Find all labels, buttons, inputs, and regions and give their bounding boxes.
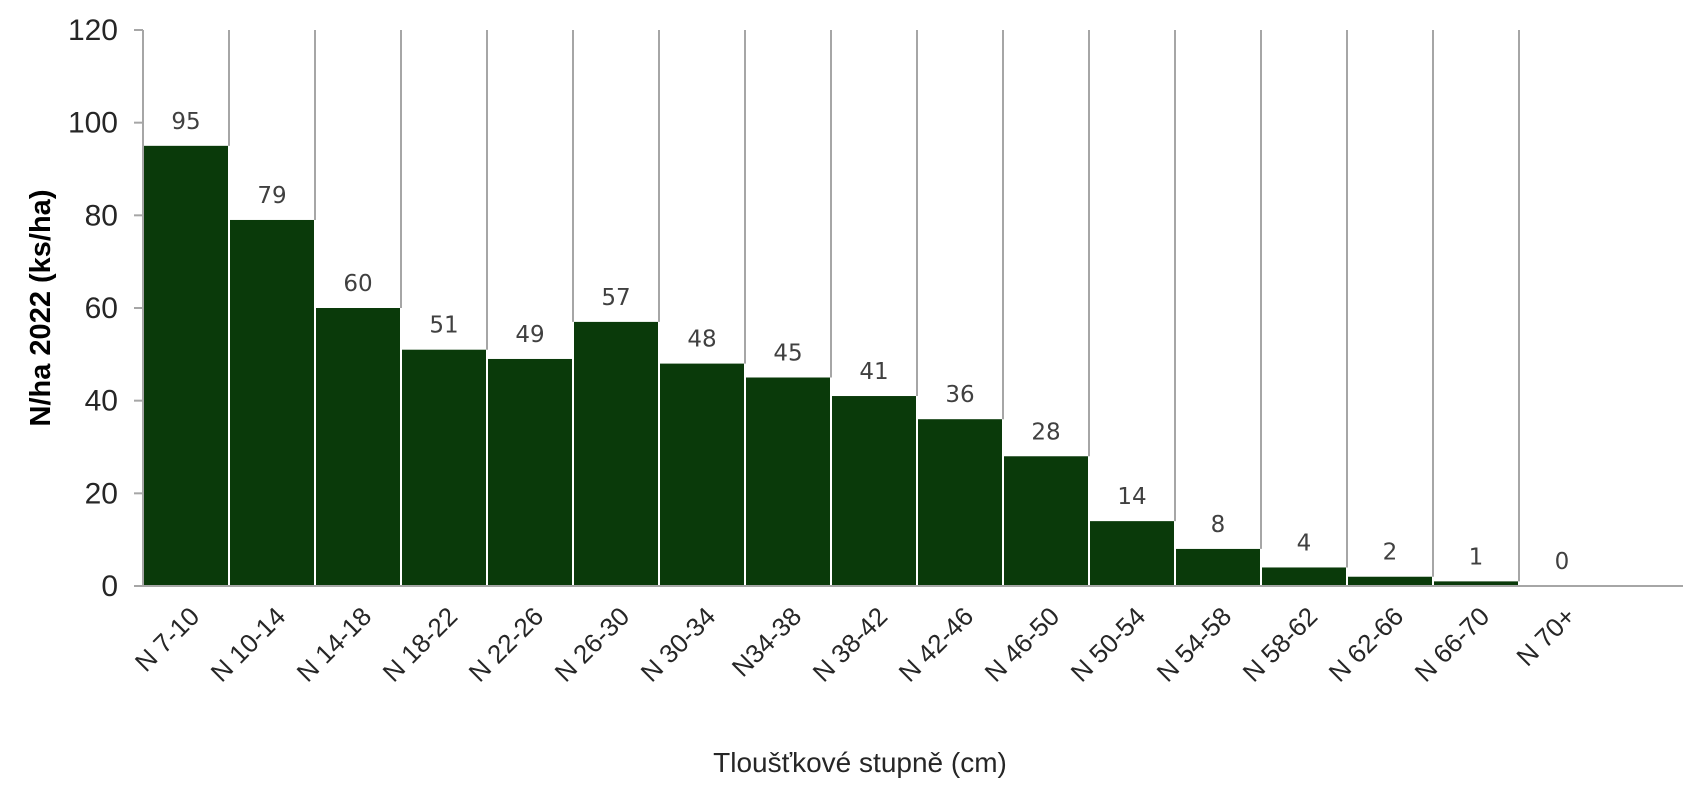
data-label: 60	[343, 271, 372, 297]
y-axis-title: N/ha 2022 (ks/ha)	[25, 190, 57, 427]
y-tick-label: 80	[85, 199, 118, 232]
x-tick-label: N 66-70	[1409, 601, 1496, 688]
bar	[144, 145, 228, 587]
y-tick-label: 20	[85, 477, 118, 510]
data-label: 95	[171, 109, 200, 135]
bar	[660, 363, 744, 586]
x-axis-title: Tloušťkové stupně (cm)	[713, 747, 1007, 778]
y-tick-label: 60	[85, 292, 118, 325]
x-axis: N 7-10 N 10-14 N 14-18 N 18-22 N 22-26 N 26-3…	[129, 585, 1683, 688]
data-label: 79	[257, 183, 286, 209]
data-label: 49	[515, 322, 544, 348]
y-tick-label: 0	[101, 570, 118, 603]
x-tick-label: N 42-46	[893, 601, 980, 688]
data-label: 0	[1555, 549, 1570, 575]
bar	[230, 219, 314, 586]
bars	[144, 145, 1518, 587]
x-tick-label: N 46-50	[979, 601, 1066, 688]
data-label: 48	[687, 327, 716, 353]
data-label: 28	[1031, 419, 1060, 445]
y-tick-label: 100	[68, 107, 118, 140]
data-label: 57	[601, 285, 630, 311]
data-label: 14	[1117, 484, 1146, 510]
data-label: 45	[773, 341, 802, 367]
bar	[832, 396, 916, 586]
data-label: 1	[1469, 544, 1484, 570]
y-axis: 0 20 40 60 80 100 120	[68, 14, 144, 603]
x-tick-label: N 38-42	[807, 601, 894, 688]
data-label: 41	[859, 359, 888, 385]
data-label: 4	[1297, 530, 1312, 556]
x-tick-label: N 62-66	[1323, 601, 1410, 688]
bar	[316, 308, 400, 586]
y-tick-label: 40	[85, 385, 118, 418]
x-tick-label: N 10-14	[205, 601, 292, 688]
bar	[574, 321, 658, 586]
x-tick-label: N 18-22	[377, 601, 464, 688]
data-labels: 95 79 60 51 49 57 48 45 41 36 28 14 8 4 2 1 0	[171, 109, 1569, 575]
x-tick-label: N 7-10	[129, 601, 205, 677]
y-tick-label: 120	[68, 14, 118, 47]
x-tick-label: N 22-26	[463, 601, 550, 688]
bar	[488, 358, 572, 586]
bar	[918, 419, 1002, 586]
x-tick-label: N 14-18	[291, 601, 378, 688]
bar	[402, 349, 486, 586]
bar	[1434, 581, 1518, 586]
data-label: 51	[429, 313, 458, 339]
x-tick-label: N 50-54	[1065, 601, 1152, 688]
x-tick-label: N 26-30	[549, 601, 636, 688]
x-tick-label: N 30-34	[635, 601, 722, 688]
x-tick-label: N34-38	[726, 601, 808, 683]
bar	[746, 377, 830, 586]
bar-separators	[142, 30, 1520, 582]
bar	[1004, 456, 1088, 586]
data-label: 2	[1383, 540, 1398, 566]
x-tick-label: N 70+	[1510, 601, 1581, 672]
data-label: 36	[945, 382, 974, 408]
data-label: 8	[1211, 512, 1226, 538]
bar	[1090, 521, 1174, 586]
bar	[1262, 567, 1346, 586]
bar	[1176, 548, 1260, 586]
x-tick-label: N 54-58	[1151, 601, 1238, 688]
bar	[1348, 576, 1432, 586]
x-tick-label: N 58-62	[1237, 601, 1324, 688]
